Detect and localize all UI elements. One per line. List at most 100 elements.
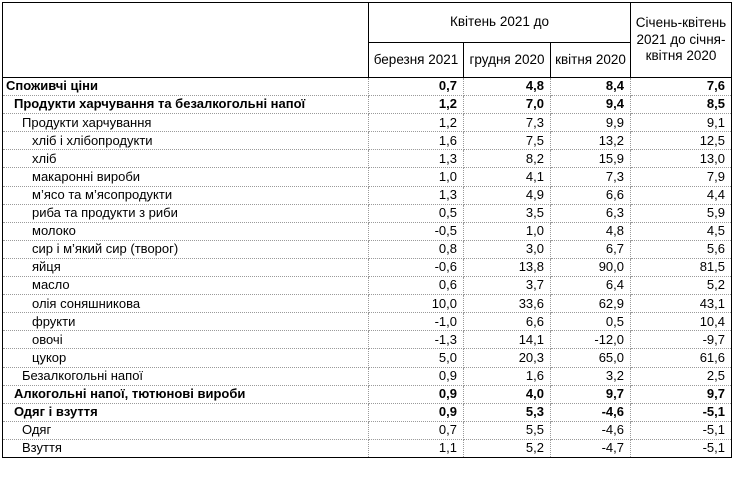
table-row: Продукти харчування та безалкогольні нап…	[2, 95, 732, 115]
value-cell: 20,3	[463, 348, 551, 368]
value-cell: 0,7	[368, 76, 464, 97]
value-cell: -1,3	[368, 330, 464, 350]
table-row: яйця -0,6 13,8 90,0 81,5	[2, 257, 732, 278]
value-cell: 7,3	[463, 113, 551, 133]
col-header-december-2020: грудня 2020	[463, 42, 551, 78]
value-cell: 0,8	[368, 239, 464, 259]
value-cell: 5,2	[630, 276, 732, 296]
corner-cell	[2, 2, 369, 78]
value-cell: 8,5	[630, 95, 732, 115]
value-cell: 5,3	[463, 402, 551, 422]
value-cell: 1,0	[463, 221, 551, 241]
value-cell: 0,5	[368, 203, 464, 223]
value-cell: 4,5	[630, 221, 732, 241]
value-cell: 0,9	[368, 384, 464, 404]
row-label: хліб і хлібопродукти	[2, 131, 369, 151]
value-cell: 5,2	[463, 438, 551, 458]
value-cell: -5,1	[630, 438, 732, 458]
row-label: Одяг	[2, 420, 369, 440]
value-cell: -5,1	[630, 402, 732, 422]
value-cell: 6,3	[550, 203, 631, 223]
value-cell: 33,6	[463, 294, 551, 314]
value-cell: 4,8	[463, 76, 551, 97]
value-cell: 13,0	[630, 149, 732, 169]
value-cell: -1,0	[368, 312, 464, 332]
value-cell: 4,0	[463, 384, 551, 404]
value-cell: 8,4	[550, 76, 631, 97]
table-row: овочі -1,3 14,1 -12,0 -9,7	[2, 330, 732, 350]
value-cell: 1,2	[368, 113, 464, 133]
value-cell: 6,6	[463, 312, 551, 332]
value-cell: 7,5	[463, 131, 551, 151]
group-header-april-2021: Квітень 2021 до	[368, 2, 631, 43]
table-row: риба та продукти з риби 0,5 3,5 6,3 5,9	[2, 203, 732, 223]
value-cell: 9,7	[630, 384, 732, 404]
value-cell: 9,9	[550, 113, 631, 133]
table-row: Взуття 1,1 5,2 -4,7 -5,1	[2, 438, 732, 458]
value-cell: 0,7	[368, 420, 464, 440]
value-cell: 1,1	[368, 438, 464, 458]
value-cell: 8,2	[463, 149, 551, 169]
value-cell: 6,7	[550, 239, 631, 259]
value-cell: 3,7	[463, 276, 551, 296]
value-cell: 4,1	[463, 167, 551, 187]
row-label: риба та продукти з риби	[2, 203, 369, 223]
value-cell: 1,3	[368, 185, 464, 205]
value-cell: 2,5	[630, 366, 732, 386]
value-cell: -0,6	[368, 257, 464, 278]
value-cell: 13,8	[463, 257, 551, 278]
value-cell: 0,5	[550, 312, 631, 332]
table-row: молоко -0,5 1,0 4,8 4,5	[2, 221, 732, 241]
value-cell: -4,7	[550, 438, 631, 458]
value-cell: 7,3	[550, 167, 631, 187]
value-cell: 4,9	[463, 185, 551, 205]
value-cell: 6,4	[550, 276, 631, 296]
value-cell: 10,0	[368, 294, 464, 314]
value-cell: 6,6	[550, 185, 631, 205]
period-header-jan-apr: Січень-квітень 2021 до січня-квітня 2020	[630, 2, 732, 78]
value-cell: 7,0	[463, 95, 551, 115]
value-cell: 0,6	[368, 276, 464, 296]
table-row: Споживчі ціни 0,7 4,8 8,4 7,6	[2, 76, 732, 97]
row-label: м’ясо та м’ясопродукти	[2, 185, 369, 205]
row-label: масло	[2, 276, 369, 296]
value-cell: 1,6	[463, 366, 551, 386]
row-label: макаронні вироби	[2, 167, 369, 187]
row-label: цукор	[2, 348, 369, 368]
value-cell: 7,6	[630, 76, 732, 97]
value-cell: -4,6	[550, 402, 631, 422]
table-body: Споживчі ціни 0,7 4,8 8,4 7,6 Продукти харчув…	[2, 76, 732, 458]
table-row: м’ясо та м’ясопродукти 1,3 4,9 6,6 4,4	[2, 185, 732, 205]
value-cell: 4,8	[550, 221, 631, 241]
value-cell: 5,5	[463, 420, 551, 440]
value-cell: 9,1	[630, 113, 732, 133]
table-row: Безалкогольні напої 0,9 1,6 3,2 2,5	[2, 366, 732, 386]
value-cell: 1,6	[368, 131, 464, 151]
value-cell: 5,6	[630, 239, 732, 259]
row-label: Одяг і взуття	[2, 402, 369, 422]
value-cell: 90,0	[550, 257, 631, 278]
value-cell: 10,4	[630, 312, 732, 332]
value-cell: 1,2	[368, 95, 464, 115]
row-label: Алкогольні напої, тютюнові вироби	[2, 384, 369, 404]
value-cell: 1,3	[368, 149, 464, 169]
value-cell: 1,0	[368, 167, 464, 187]
value-cell: -12,0	[550, 330, 631, 350]
price-index-table: Квітень 2021 до Січень-квітень 2021 до с…	[2, 2, 732, 458]
value-cell: 65,0	[550, 348, 631, 368]
row-label: хліб	[2, 149, 369, 169]
row-label: сир і м’який сир (творог)	[2, 239, 369, 259]
value-cell: 0,9	[368, 402, 464, 422]
row-label: овочі	[2, 330, 369, 350]
value-cell: 12,5	[630, 131, 732, 151]
table-row: хліб 1,3 8,2 15,9 13,0	[2, 149, 732, 169]
row-label: Безалкогольні напої	[2, 366, 369, 386]
header-sub-row: березня 2021 грудня 2020 квітня 2020	[3, 42, 732, 78]
table-row: Одяг 0,7 5,5 -4,6 -5,1	[2, 420, 732, 440]
value-cell: 9,7	[550, 384, 631, 404]
row-label: Споживчі ціни	[2, 76, 369, 97]
header-group-row: Квітень 2021 до Січень-квітень 2021 до с…	[2, 2, 732, 78]
row-label: фрукти	[2, 312, 369, 332]
value-cell: 15,9	[550, 149, 631, 169]
row-label: Продукти харчування та безалкогольні нап…	[2, 95, 369, 115]
